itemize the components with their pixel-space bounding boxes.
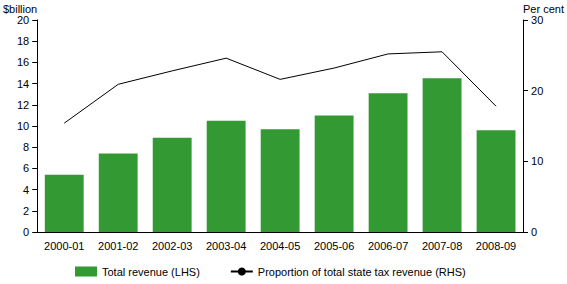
svg-text:0: 0 <box>531 226 537 238</box>
svg-text:30: 30 <box>531 14 543 26</box>
svg-text:14: 14 <box>17 78 29 90</box>
svg-text:2006-07: 2006-07 <box>368 240 408 252</box>
svg-text:20: 20 <box>531 85 543 97</box>
svg-text:2007-08: 2007-08 <box>422 240 462 252</box>
svg-text:2001-02: 2001-02 <box>98 240 138 252</box>
svg-text:2005-06: 2005-06 <box>314 240 354 252</box>
svg-text:0: 0 <box>23 226 29 238</box>
svg-text:2002-03: 2002-03 <box>152 240 192 252</box>
svg-text:2008-09: 2008-09 <box>476 240 516 252</box>
svg-text:2000-01: 2000-01 <box>44 240 84 252</box>
svg-text:Per cent: Per cent <box>523 3 564 15</box>
svg-text:6: 6 <box>23 162 29 174</box>
svg-text:Total revenue (LHS): Total revenue (LHS) <box>102 266 200 278</box>
svg-text:Proportion of total state tax: Proportion of total state tax revenue (R… <box>258 266 466 278</box>
svg-text:20: 20 <box>17 14 29 26</box>
svg-text:10: 10 <box>17 120 29 132</box>
svg-text:12: 12 <box>17 99 29 111</box>
svg-text:18: 18 <box>17 35 29 47</box>
svg-text:16: 16 <box>17 56 29 68</box>
svg-text:4: 4 <box>23 184 29 196</box>
svg-text:8: 8 <box>23 141 29 153</box>
svg-text:$billion: $billion <box>3 3 37 15</box>
svg-text:2: 2 <box>23 205 29 217</box>
svg-text:2003-04: 2003-04 <box>206 240 246 252</box>
svg-text:2004-05: 2004-05 <box>260 240 300 252</box>
svg-text:10: 10 <box>531 155 543 167</box>
